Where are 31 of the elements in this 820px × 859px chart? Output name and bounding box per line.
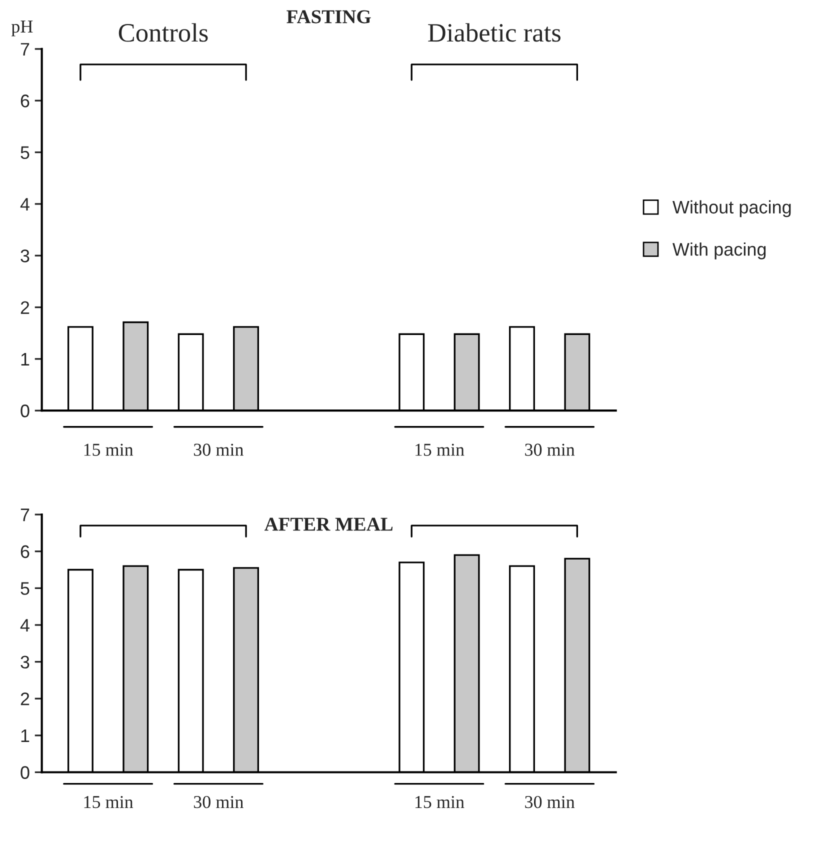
x-tick-label: 15 min [84,444,134,456]
text: Controls [118,23,208,42]
x-tick-label: 15 min [84,796,134,808]
x-tick-label: 30 min [525,796,575,808]
y-tick-label: 4 [20,198,30,210]
y-tick-label: 6 [20,545,30,558]
y-tick-label: 2 [20,301,30,314]
legend-label: Without pacing [672,200,791,218]
y-tick-label: 6 [20,94,30,108]
x-tick-label: 30 min [194,444,244,456]
y-tick-label: 7 [20,43,30,56]
y-tick-label: 5 [20,582,30,595]
y-tick-label: 2 [20,692,30,706]
y-tick-label: 0 [20,766,30,779]
y-axis-title: pH [11,20,33,36]
y-tick-label: 3 [20,250,30,262]
y-tick-label: 5 [20,146,30,160]
y-tick-label: 1 [21,730,30,742]
y-tick-label: 0 [20,404,30,418]
y-tick-label: 7 [20,508,30,522]
y-tick-label: 3 [20,656,30,669]
x-tick-label: 15 min [415,444,464,456]
x-tick-label: 15 min [415,796,464,808]
x-tick-label: 30 min [194,796,244,808]
x-tick-label: 30 min [525,444,575,456]
legend-label: With pacing [672,242,766,260]
text: Diabetic rats [428,23,560,42]
y-tick-label: 1 [21,353,30,366]
y-tick-label: 4 [20,619,30,632]
chart-title: FASTING [286,10,371,24]
chart-title: AFTER MEAL [264,518,393,531]
